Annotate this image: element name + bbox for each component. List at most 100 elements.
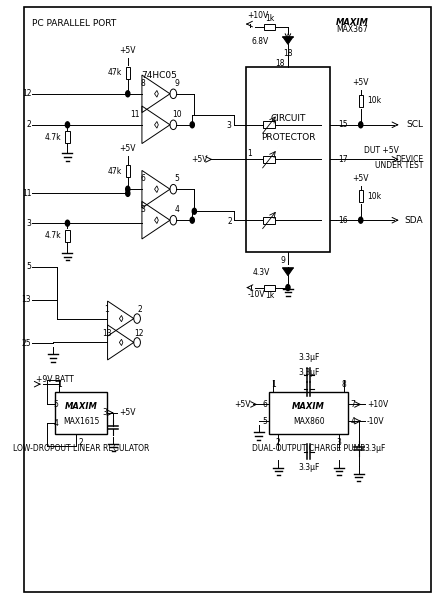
Circle shape [126, 91, 130, 97]
Text: 10: 10 [172, 110, 182, 119]
Text: SDA: SDA [405, 216, 423, 225]
Text: 8: 8 [140, 79, 145, 88]
Text: 15: 15 [338, 120, 347, 129]
Bar [263, 121, 275, 128]
Text: 4.7k: 4.7k [45, 231, 61, 240]
Text: DUT +5V: DUT +5V [364, 146, 399, 155]
Text: -10V: -10V [367, 417, 385, 426]
Text: 1: 1 [57, 380, 62, 389]
Bar [126, 67, 130, 79]
Text: 3: 3 [140, 205, 145, 214]
Text: 47k: 47k [108, 68, 121, 77]
Text: CIRCUIT: CIRCUIT [270, 114, 305, 123]
Circle shape [359, 217, 363, 223]
Bar [359, 190, 363, 202]
Text: 18: 18 [283, 49, 293, 58]
Bar [55, 392, 107, 434]
Text: 11: 11 [22, 189, 31, 198]
Text: 3.3μF: 3.3μF [298, 368, 319, 377]
Circle shape [192, 208, 196, 214]
Text: MAXIM: MAXIM [65, 402, 97, 411]
Circle shape [66, 220, 69, 226]
Text: 74HC05: 74HC05 [141, 71, 177, 80]
Text: +5V: +5V [120, 46, 136, 55]
Text: 4: 4 [350, 417, 355, 426]
Text: -10V: -10V [248, 290, 265, 299]
Bar [66, 230, 69, 241]
Text: 8: 8 [342, 380, 347, 389]
Text: UNDER TEST: UNDER TEST [375, 162, 423, 171]
Bar [66, 131, 69, 143]
Text: 12: 12 [135, 329, 144, 338]
Text: 47k: 47k [108, 167, 121, 176]
Text: 2: 2 [276, 438, 281, 447]
Text: 4: 4 [53, 419, 58, 428]
Text: MAX367: MAX367 [336, 25, 368, 34]
Text: 3: 3 [26, 219, 31, 228]
Text: 5: 5 [26, 262, 31, 271]
Text: 1: 1 [248, 149, 252, 158]
Text: 1k: 1k [265, 291, 274, 300]
Text: 3.3μF: 3.3μF [365, 444, 386, 453]
Bar [359, 95, 363, 107]
Text: SCL: SCL [406, 120, 423, 129]
Text: 3: 3 [336, 438, 342, 447]
Bar [263, 156, 275, 163]
Text: +9V BATT: +9V BATT [36, 376, 74, 385]
Text: MAXIM: MAXIM [292, 402, 325, 411]
Text: DEVICE: DEVICE [395, 155, 423, 164]
Text: +5V: +5V [119, 409, 136, 418]
Text: 7: 7 [350, 400, 355, 409]
Text: 3: 3 [227, 120, 232, 129]
Text: MAXIM: MAXIM [336, 18, 369, 27]
Bar [269, 392, 348, 434]
Text: 3: 3 [103, 409, 108, 418]
Text: 3.3μF: 3.3μF [298, 464, 319, 473]
Text: 13: 13 [22, 295, 31, 304]
Text: +5V: +5V [353, 174, 369, 183]
Text: +10V: +10V [248, 11, 269, 20]
Text: 9: 9 [174, 79, 179, 88]
Text: 5: 5 [174, 174, 179, 183]
Polygon shape [283, 268, 293, 276]
Text: PC PARALLEL PORT: PC PARALLEL PORT [32, 19, 116, 28]
Text: 2: 2 [227, 217, 232, 226]
Text: 9: 9 [280, 256, 285, 265]
Text: PROTECTOR: PROTECTOR [261, 133, 315, 142]
Text: 13: 13 [102, 329, 112, 338]
Text: 10k: 10k [367, 96, 381, 105]
Bar [264, 285, 275, 291]
Circle shape [66, 122, 69, 128]
Text: 4: 4 [174, 205, 179, 214]
Circle shape [286, 285, 290, 291]
Bar [263, 217, 275, 224]
Text: 5: 5 [53, 400, 58, 409]
Bar [264, 24, 275, 30]
Text: 6.8V: 6.8V [252, 37, 269, 47]
Text: 1: 1 [104, 305, 109, 314]
Circle shape [126, 190, 130, 196]
Circle shape [190, 122, 194, 128]
Text: 5: 5 [262, 417, 267, 426]
Text: 12: 12 [22, 89, 31, 98]
Text: 1: 1 [271, 380, 276, 389]
Text: 6: 6 [262, 400, 267, 409]
Bar [126, 165, 130, 177]
Text: +10V: +10V [367, 400, 388, 409]
Text: 4.3V: 4.3V [253, 268, 271, 277]
Text: 18: 18 [275, 59, 285, 68]
Text: 3.3μF: 3.3μF [298, 353, 319, 362]
Text: +5V: +5V [120, 144, 136, 153]
Circle shape [190, 217, 194, 223]
Text: +5V: +5V [191, 155, 208, 164]
Text: 1k: 1k [265, 14, 274, 23]
Text: 2: 2 [79, 438, 83, 447]
Circle shape [359, 122, 363, 128]
Text: DUAL-OUTPUT CHARGE PUMP: DUAL-OUTPUT CHARGE PUMP [252, 444, 365, 453]
Circle shape [126, 186, 130, 192]
Text: LOW-DROPOUT LINEAR REGULATOR: LOW-DROPOUT LINEAR REGULATOR [13, 444, 149, 453]
Text: 2: 2 [137, 305, 142, 314]
Text: 25: 25 [22, 338, 31, 347]
Text: +5V: +5V [234, 400, 250, 409]
Text: 11: 11 [131, 110, 140, 119]
